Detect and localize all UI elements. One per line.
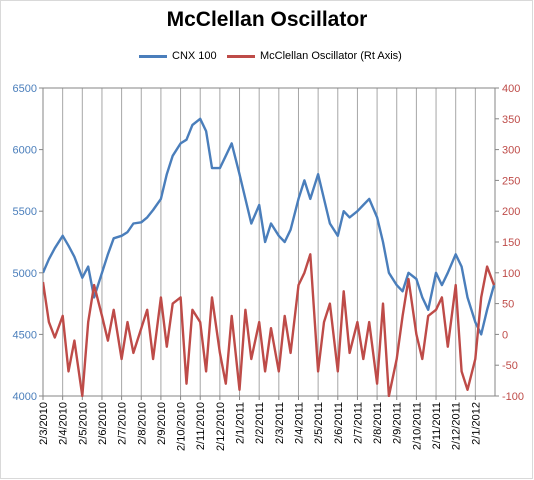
y-right-tick-label: -100 [502,391,524,403]
x-tick-label: 2/9/2010 [156,402,168,445]
x-tick-label: 2/9/2011 [392,402,404,444]
x-tick-label: 2/6/2010 [97,402,109,445]
y-right-tick-label: 400 [502,83,520,95]
y-right-tick-label: 50 [502,299,514,311]
x-tick-label: 2/10/2011 [411,402,423,450]
legend-item-cnx100: CNX 100 [139,50,217,62]
x-tick-label: 2/8/2010 [136,402,148,445]
x-tick-label: 2/12/2010 [215,402,227,451]
x-tick-label: 2/8/2011 [372,402,384,444]
x-tick-label: 2/4/2010 [58,402,70,445]
x-tick-label: 2/7/2011 [352,402,364,444]
legend-label-mcclellan: McClellan Oscillator (Rt Axis) [260,50,402,62]
x-tick-label: 2/11/2010 [195,402,207,450]
x-tick-label: 2/7/2010 [117,402,129,445]
x-tick-label: 2/5/2010 [77,402,89,445]
y-right-tick-label: -50 [502,360,518,372]
chart-title: McClellan Oscillator [166,8,368,31]
legend-swatch-cnx100 [139,54,167,58]
legend: CNX 100 McClellan Oscillator (Rt Axis) [0,50,534,66]
x-tick-label: 2/5/2011 [313,402,325,444]
x-tick-label: 2/3/2011 [274,402,286,444]
x-tick-label: 2/1/2011 [235,402,247,444]
y-left-tick-label: 6500 [13,83,37,95]
x-tick-label: 2/10/2010 [176,402,188,451]
y-right-tick-label: 300 [502,145,520,157]
y-left-tick-label: 6000 [13,145,37,157]
y-left-tick-label: 4000 [13,391,37,403]
x-tick-label: 2/6/2011 [333,402,345,444]
y-left-tick-label: 4500 [13,329,37,341]
x-tick-label: 2/1/2012 [470,402,482,445]
series-line-cnx100 [43,117,495,336]
x-tick-label: 2/2/2011 [254,402,266,444]
legend-item-mcclellan: McClellan Oscillator (Rt Axis) [227,50,402,62]
y-right-tick-label: 350 [502,114,520,126]
y-right-tick-label: 0 [502,329,508,341]
x-tick-label: 2/12/2011 [451,402,463,450]
series-line-mcclellan [43,253,495,397]
y-right-tick-label: 150 [502,237,520,249]
x-tick-label: 2/11/2011 [431,402,443,449]
y-right-tick-label: 200 [502,206,520,218]
y-right-tick-label: 100 [502,268,520,280]
y-left-tick-label: 5000 [13,268,37,280]
x-tick-label: 2/3/2010 [38,402,50,445]
y-right-tick-label: 250 [502,175,520,187]
x-tick-label: 2/4/2011 [293,402,305,444]
legend-label-cnx100: CNX 100 [172,50,217,62]
y-left-tick-label: 5500 [13,206,37,218]
legend-swatch-mcclellan [227,54,255,58]
